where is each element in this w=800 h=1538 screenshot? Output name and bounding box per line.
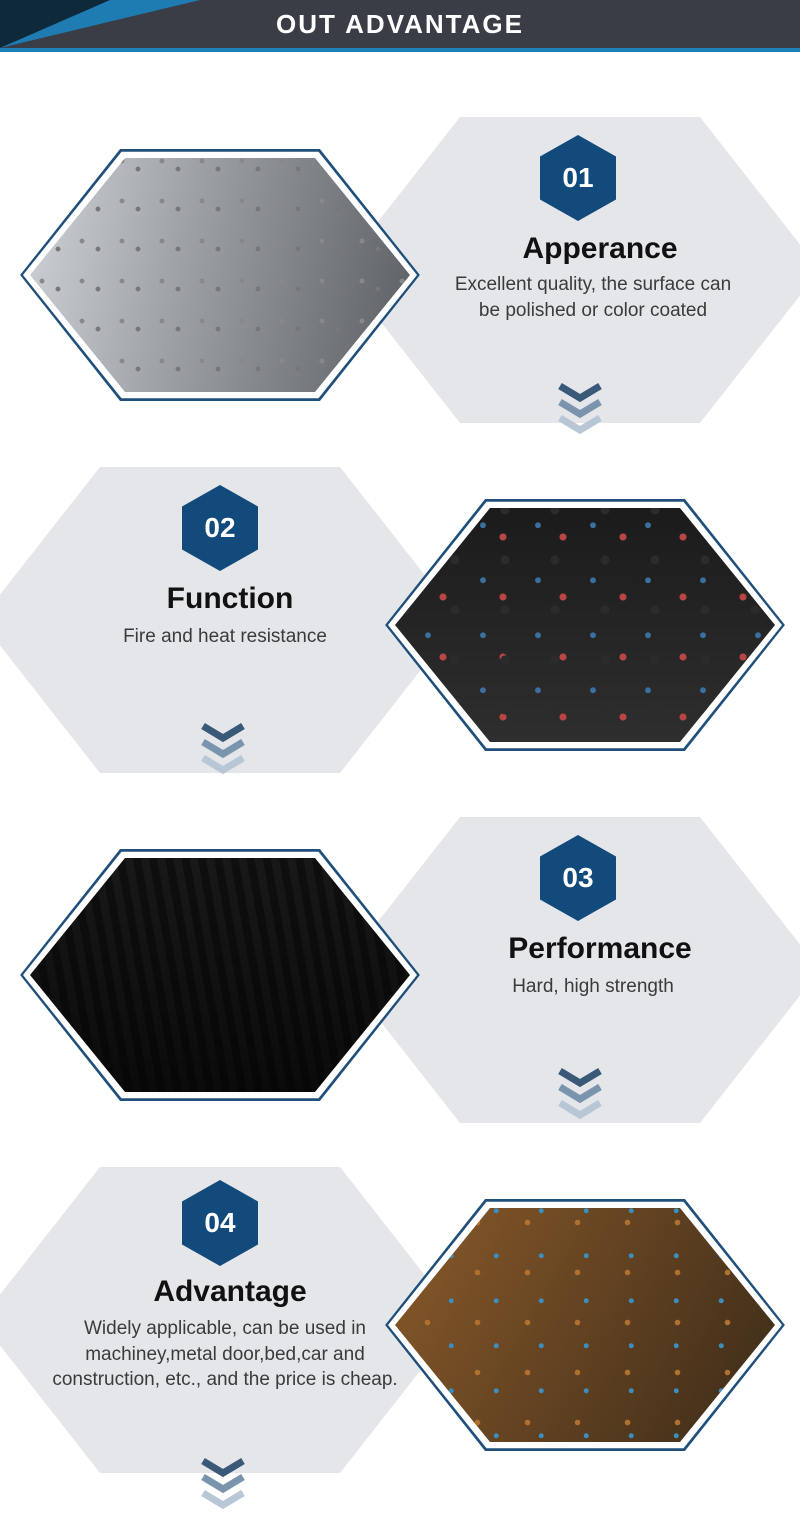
product-image-4 [395,1195,775,1455]
chevron-down-icon-1 [552,380,608,436]
hex-photo-4 [385,1185,785,1465]
feature-title-3: Performance [470,932,730,966]
chev-1c [560,418,600,430]
chevron-down-icon-2 [195,720,251,776]
chev-1a [560,386,600,398]
feature-desc-4: Widely applicable, can be used in machin… [35,1316,415,1393]
chevron-down-icon-4 [195,1455,251,1511]
banner-underline [0,48,800,52]
hex-photo-1 [20,135,420,415]
product-image-1 [30,145,410,405]
hex-photo-3 [20,835,420,1115]
product-image-3 [30,845,410,1105]
feature-title-4: Advantage [100,1275,360,1309]
product-image-2 [395,495,775,755]
header-banner: OUT ADVANTAGE [0,0,800,48]
feature-desc-3: Hard, high strength [448,974,738,1000]
banner-accent-dark [0,0,110,48]
feature-title-1: Apperance [470,232,730,266]
chev-1b [560,402,600,414]
feature-desc-1: Excellent quality, the surface can be po… [448,272,738,323]
banner-title: OUT ADVANTAGE [276,9,524,40]
chevron-down-icon-3 [552,1065,608,1121]
hex-photo-2 [385,485,785,765]
feature-desc-2: Fire and heat resistance [80,624,370,650]
feature-title-2: Function [100,582,360,616]
